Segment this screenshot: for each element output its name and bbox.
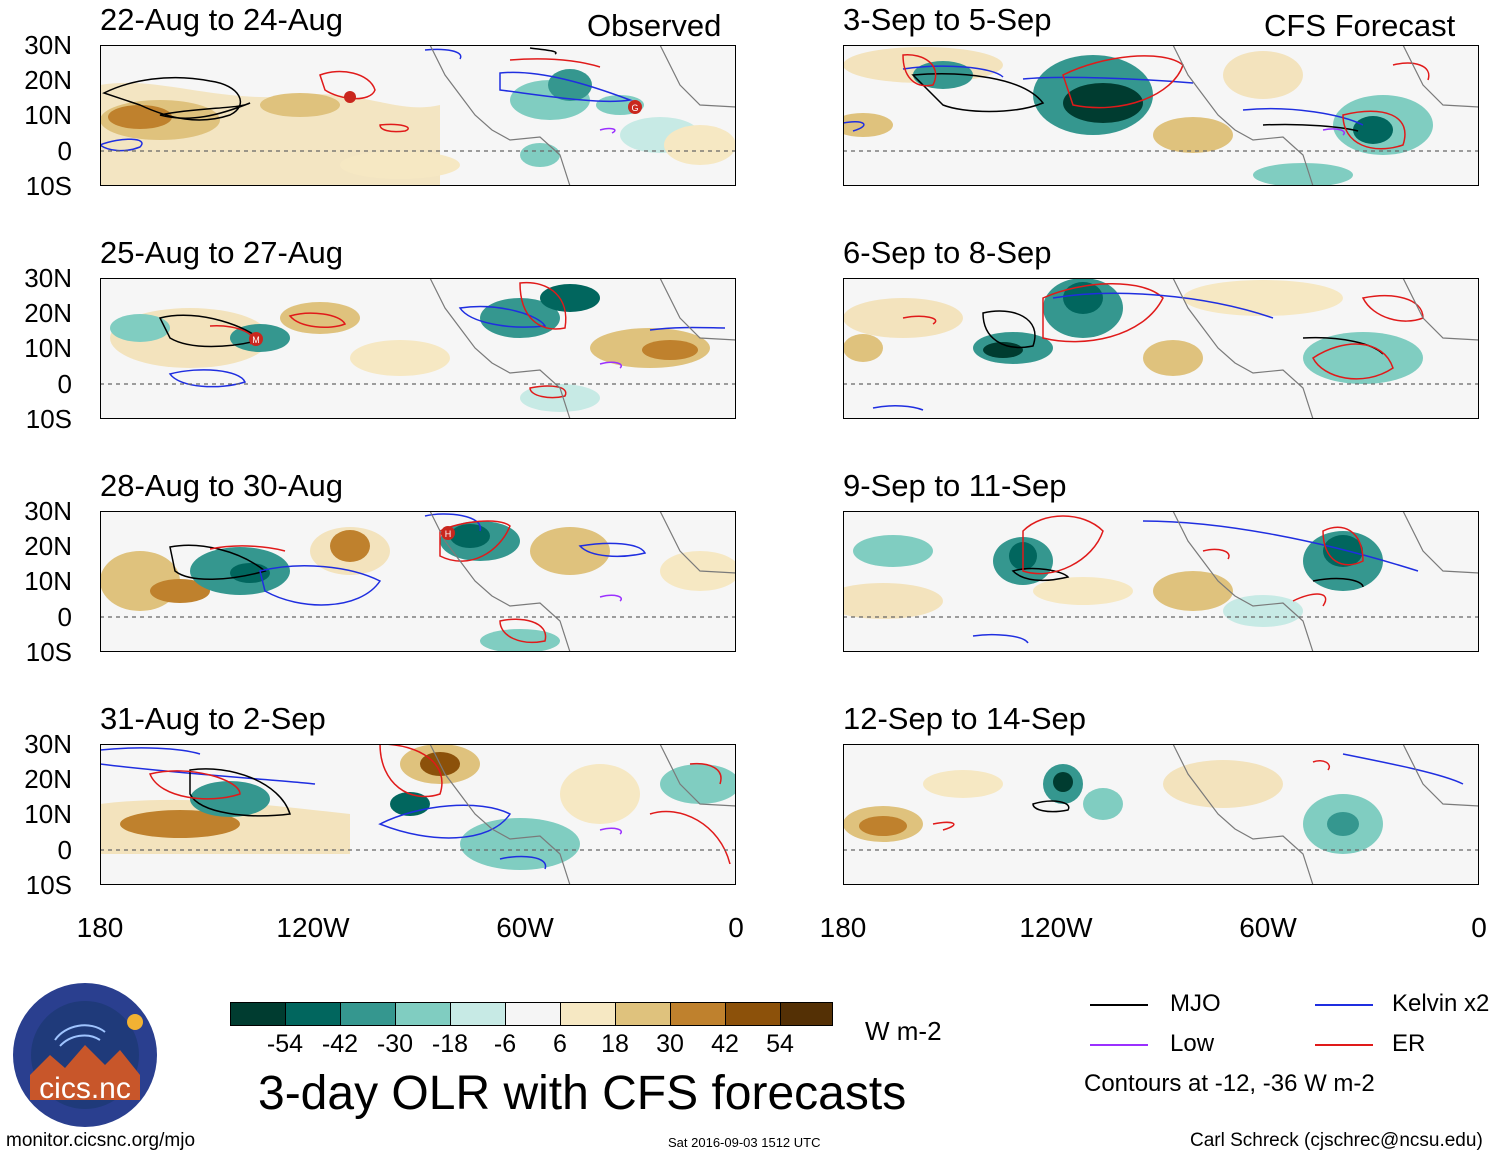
cics-logo: cics.nc — [13, 983, 157, 1127]
lon-label: 120W — [276, 912, 350, 943]
colorbar-tick: -42 — [321, 1030, 359, 1058]
lat-label: 30N — [24, 30, 72, 60]
lon-label: 0 — [1471, 912, 1487, 943]
author-credit: Carl Schreck (cjschrec@ncsu.edu) — [1190, 1130, 1483, 1151]
colorbar-swatch — [285, 1002, 341, 1026]
lat-label: 10N — [24, 566, 72, 596]
source-url: monitor.cicsnc.org/mjo — [6, 1130, 196, 1151]
lat-label: 30N — [24, 496, 72, 526]
colorbar-swatch — [560, 1002, 616, 1026]
legend-line-low — [1090, 1044, 1148, 1046]
colorbar-swatch — [395, 1002, 451, 1026]
olr-map-observed-4 — [100, 744, 736, 885]
colorbar-tick: -18 — [431, 1030, 469, 1058]
lat-label: 20N — [24, 764, 72, 794]
lon-label: 180 — [819, 912, 867, 943]
lat-label: 30N — [24, 729, 72, 759]
lat-label: 20N — [24, 531, 72, 561]
colorbar-swatch — [780, 1002, 833, 1026]
panel-title-forecast-3: 9-Sep to 11-Sep — [843, 468, 1067, 503]
colorbar-tick: -6 — [493, 1030, 517, 1058]
olr-map-observed-3: H — [100, 511, 736, 652]
colorbar-swatch — [615, 1002, 671, 1026]
colorbar-swatch — [670, 1002, 726, 1026]
olr-map-observed-2: M — [100, 278, 736, 419]
storm-marker-m: M — [249, 332, 263, 346]
legend-line-kelvin — [1315, 1004, 1373, 1006]
storm-marker-label: M — [252, 335, 260, 345]
panel-title-forecast-2: 6-Sep to 8-Sep — [843, 235, 1052, 270]
contour-note: Contours at -12, -36 W m-2 — [1084, 1070, 1375, 1097]
lat-label: 0 — [57, 835, 72, 865]
lat-label: 20N — [24, 65, 72, 95]
lat-label: 10S — [25, 637, 72, 667]
legend-label-low: Low — [1170, 1030, 1215, 1057]
olr-map-forecast-4 — [843, 744, 1479, 885]
lat-label: 10S — [25, 404, 72, 434]
colorbar-swatch — [230, 1002, 286, 1026]
panel-title-observed-3: 28-Aug to 30-Aug — [100, 468, 344, 503]
lat-label: 20N — [24, 298, 72, 328]
panel-title-observed-2: 25-Aug to 27-Aug — [100, 235, 344, 270]
colorbar-swatch — [450, 1002, 506, 1026]
lon-label: 180 — [76, 912, 124, 943]
lat-label: 10N — [24, 799, 72, 829]
legend-label-kelvin: Kelvin x2 — [1392, 990, 1490, 1017]
colorbar-tick: -54 — [266, 1030, 304, 1058]
colorbar-swatch — [505, 1002, 561, 1026]
panel-title-observed-4: 31-Aug to 2-Sep — [100, 701, 326, 736]
lat-label: 0 — [57, 602, 72, 632]
lat-label: 0 — [57, 369, 72, 399]
colorbar-tick: 42 — [711, 1030, 739, 1058]
legend-label-mjo: MJO — [1170, 990, 1221, 1017]
storm-marker-label: H — [445, 529, 452, 539]
lat-label: 10S — [25, 171, 72, 201]
colorbar-tick: -30 — [376, 1030, 414, 1058]
storm-marker-h: H — [441, 526, 455, 540]
lat-label: 10S — [25, 870, 72, 900]
lat-label: 10N — [24, 333, 72, 363]
lon-label: 60W — [496, 912, 554, 943]
lat-label: 0 — [57, 136, 72, 166]
panel-title-observed-1: 22-Aug to 24-Aug — [100, 2, 344, 37]
timestamp: Sat 2016-09-03 1512 UTC — [668, 1135, 821, 1150]
lon-label: 120W — [1019, 912, 1093, 943]
olr-map-forecast-3 — [843, 511, 1479, 652]
forecast-column-label: CFS Forecast — [1264, 8, 1456, 43]
observed-column-label: Observed — [587, 8, 722, 43]
legend-line-er — [1315, 1044, 1373, 1046]
storm-marker-g: G — [628, 100, 642, 114]
olr-map-forecast-2 — [843, 278, 1479, 419]
logo-text: cics.nc — [39, 1072, 131, 1105]
lat-label: 10N — [24, 100, 72, 130]
panel-title-forecast-4: 12-Sep to 14-Sep — [843, 701, 1087, 736]
legend-label-er: ER — [1392, 1030, 1426, 1057]
colorbar-tick: 30 — [656, 1030, 684, 1058]
storm-marker-label: G — [631, 103, 638, 113]
olr-map-observed-1: G — [100, 45, 736, 186]
olr-map-forecast-1 — [843, 45, 1479, 186]
colorbar-tick: 54 — [766, 1030, 794, 1058]
colorbar-swatch — [340, 1002, 396, 1026]
lat-label: 30N — [24, 263, 72, 293]
panel-title-forecast-1: 3-Sep to 5-Sep — [843, 2, 1052, 37]
main-title: 3-day OLR with CFS forecasts — [258, 1067, 907, 1120]
lon-label: 0 — [728, 912, 744, 943]
colorbar-swatch — [725, 1002, 781, 1026]
colorbar-tick: 6 — [553, 1030, 567, 1058]
legend-line-mjo — [1090, 1004, 1148, 1006]
lon-label: 60W — [1239, 912, 1297, 943]
colorbar-tick: 18 — [601, 1030, 629, 1058]
colorbar-units: W m-2 — [865, 1016, 942, 1046]
